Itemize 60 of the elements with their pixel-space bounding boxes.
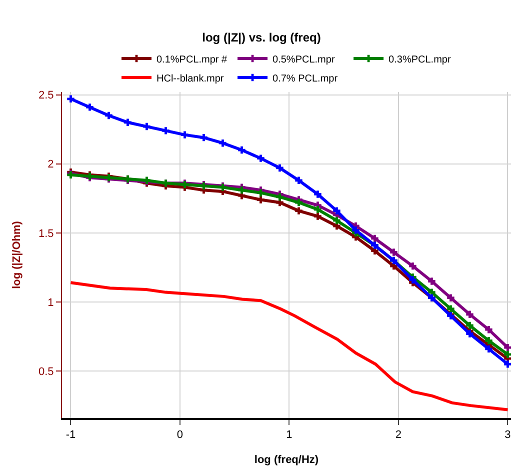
point	[352, 226, 360, 234]
point	[295, 198, 302, 206]
point	[447, 305, 454, 312]
point	[333, 207, 340, 214]
point	[257, 196, 264, 204]
point	[485, 326, 492, 334]
point	[314, 206, 322, 214]
point	[466, 322, 474, 330]
point	[409, 276, 416, 284]
point	[504, 360, 511, 368]
point	[276, 164, 284, 172]
point	[276, 193, 284, 201]
y-tick-label: 1.5	[38, 228, 54, 240]
point	[257, 154, 264, 162]
y-tick-label: 1	[48, 296, 54, 309]
point	[181, 131, 188, 138]
point	[409, 262, 416, 270]
point	[162, 127, 170, 134]
point	[295, 176, 302, 184]
point	[333, 216, 340, 224]
chart-title: log (|Z|) vs. log (freq)	[202, 30, 321, 45]
line-series	[69, 281, 510, 412]
legend-label: 0.7% PCL.mpr	[272, 73, 338, 84]
point	[390, 248, 398, 256]
point	[219, 140, 226, 147]
point	[314, 212, 322, 220]
point	[105, 112, 112, 120]
y-tick-label: 0.5	[38, 366, 54, 378]
point	[466, 330, 474, 338]
point	[428, 278, 436, 285]
point	[143, 122, 150, 130]
y-tick-label: 2	[48, 158, 54, 171]
y-tick-label: 2.5	[38, 90, 54, 102]
point	[124, 118, 132, 126]
point	[447, 294, 454, 302]
point	[86, 104, 94, 111]
point	[466, 310, 474, 318]
point	[295, 207, 302, 214]
x-tick-label: -1	[66, 429, 76, 442]
point	[371, 234, 378, 242]
legend-label: 0.1%PCL.mpr #	[156, 54, 228, 66]
point	[200, 134, 208, 142]
x-tick-label: 0	[176, 429, 184, 442]
x-tick-label: 2	[395, 429, 402, 442]
point	[67, 95, 74, 103]
point	[238, 186, 246, 194]
x-tick-label: 1	[286, 429, 292, 442]
point	[485, 337, 492, 344]
point	[485, 345, 492, 353]
point	[257, 189, 264, 196]
legend-label: 0.5%PCL.mpr	[272, 54, 336, 66]
x-axis-title: log (freq/Hz)	[254, 454, 319, 466]
x-tick-label: 3	[504, 429, 511, 442]
point	[504, 350, 511, 358]
point	[238, 146, 246, 154]
point	[314, 190, 322, 198]
point	[504, 344, 511, 352]
legend-label: 0.3%PCL.mpr	[388, 54, 452, 66]
legend-label: HCl--blank.mpr	[156, 73, 224, 84]
y-axis-title: log (|Z|/Ohm)	[11, 220, 24, 289]
